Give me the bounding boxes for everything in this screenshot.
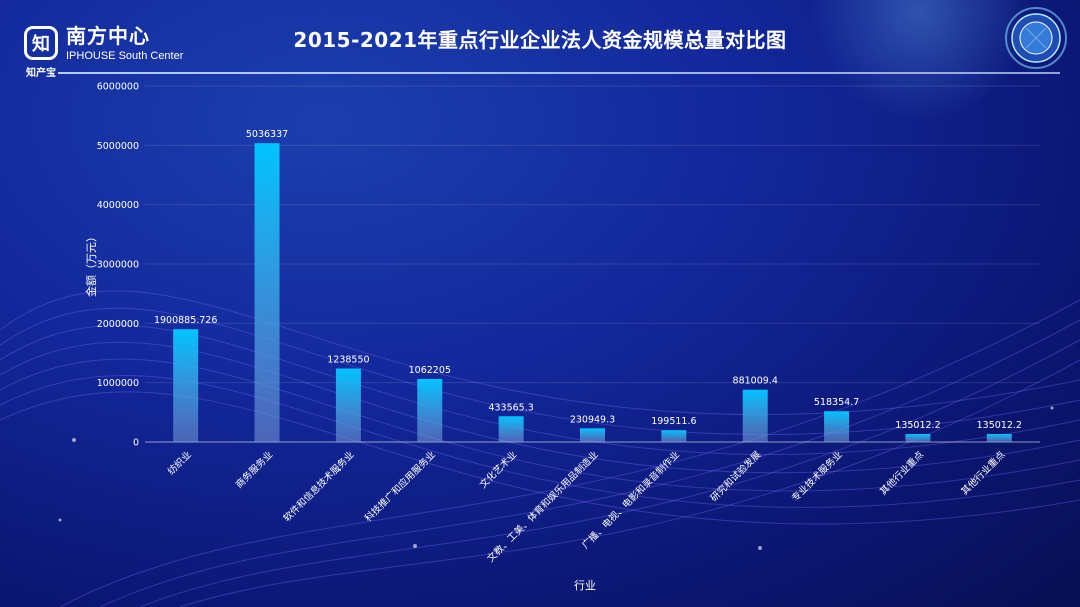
bar (417, 378, 443, 442)
bar (498, 416, 524, 442)
bar-value-label: 230949.3 (570, 414, 615, 425)
x-tick-label: 商务服务业 (233, 449, 275, 491)
bar (824, 411, 850, 442)
header-divider (58, 72, 1060, 74)
y-tick-label: 4000000 (97, 200, 139, 211)
bar-value-label: 1062205 (409, 365, 451, 376)
bar (173, 329, 199, 442)
bar-value-label: 135012.2 (977, 420, 1022, 431)
bar (335, 368, 361, 442)
y-tick-label: 1000000 (97, 378, 139, 389)
logo-english-name: IPHOUSE South Center (66, 50, 184, 62)
x-tick-label: 软件和信息技术服务业 (281, 449, 357, 525)
bar (905, 433, 931, 442)
x-tick-label: 其他行业重点 (877, 448, 926, 497)
logo: 知 知产宝 南方中心 IPHOUSE South Center (24, 24, 184, 79)
bar (986, 433, 1012, 442)
x-tick-label: 其他行业重点 (959, 448, 1008, 497)
y-tick-label: 2000000 (97, 319, 139, 330)
bar-value-label: 1238550 (327, 355, 369, 366)
x-tick-label: 专业技术服务业 (789, 449, 845, 505)
bar-value-label: 135012.2 (895, 420, 940, 431)
y-axis-label: 金额（万元） (84, 231, 98, 297)
bar-value-label: 881009.4 (733, 376, 778, 387)
bar-value-label: 199511.6 (651, 416, 696, 427)
bar (742, 389, 768, 442)
page-title: 2015-2021年重点行业企业法人资金规模总量对比图 (293, 28, 787, 52)
logo-sub-text: 知产宝 (26, 68, 56, 79)
x-tick-label: 广播、电视、电影和录音制作业 (579, 449, 682, 552)
bar (254, 143, 280, 442)
y-tick-label: 0 (133, 438, 139, 449)
emblem-icon (1005, 7, 1067, 69)
bar (661, 430, 687, 442)
bar-value-label: 518354.7 (814, 397, 859, 408)
x-tick-label: 文化艺术业 (477, 449, 519, 491)
y-tick-label: 6000000 (97, 82, 139, 93)
y-tick-label: 3000000 (97, 260, 139, 271)
y-tick-label: 5000000 (97, 141, 139, 152)
bar-value-label: 433565.3 (488, 402, 533, 413)
logo-icon: 知 (24, 26, 58, 60)
bar-value-label: 5036337 (246, 129, 288, 140)
x-axis-label: 行业 (574, 579, 596, 592)
x-tick-label: 纺织业 (165, 449, 194, 478)
bar-value-label: 1900885.726 (154, 315, 217, 326)
x-tick-label: 科技推广和应用服务业 (362, 449, 438, 525)
x-tick-label: 研究和试验发展 (708, 448, 764, 504)
bar (580, 428, 605, 442)
logo-chinese-name: 南方中心 (66, 24, 150, 48)
